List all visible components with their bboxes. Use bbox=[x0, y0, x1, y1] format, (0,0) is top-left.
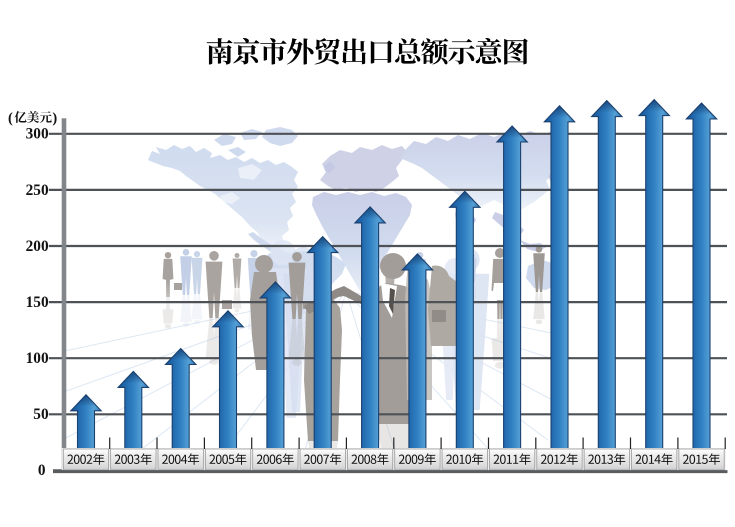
svg-text:(: ( bbox=[8, 110, 13, 126]
svg-text:100: 100 bbox=[26, 350, 49, 367]
svg-text:150: 150 bbox=[26, 294, 49, 311]
svg-text:0: 0 bbox=[38, 462, 46, 479]
svg-text:50: 50 bbox=[33, 406, 49, 423]
svg-text:200: 200 bbox=[26, 238, 49, 255]
svg-text:): ) bbox=[52, 110, 57, 126]
svg-text:250: 250 bbox=[26, 182, 49, 199]
svg-text:300: 300 bbox=[26, 126, 49, 143]
